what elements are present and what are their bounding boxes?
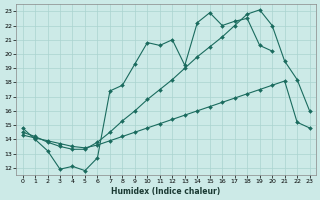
X-axis label: Humidex (Indice chaleur): Humidex (Indice chaleur) [111, 187, 221, 196]
